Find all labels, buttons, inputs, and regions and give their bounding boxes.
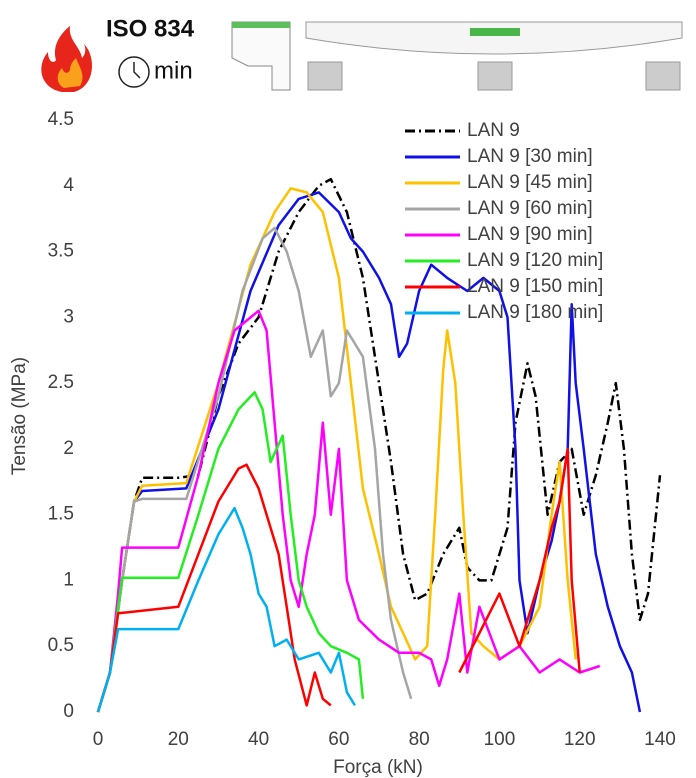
legend-label: LAN 9 [120 min] [467,250,603,271]
slab-icon [305,21,683,55]
x-tick-label: 140 [644,729,676,750]
support [645,61,681,91]
fire-inner [57,58,83,88]
y-tick-label: 0.5 [48,635,74,656]
slab-zone [470,28,520,36]
y-tick-label: 2 [63,438,74,459]
y-tick-label: 3 [63,306,74,327]
y-tick-label: 4.5 [48,109,74,130]
section-top [232,22,290,28]
x-tick-label: 120 [564,729,596,750]
series-line [96,177,662,713]
x-tick-label: 80 [409,729,430,750]
header-icons [41,21,683,92]
series-line [96,309,601,713]
legend-label: LAN 9 [45 min] [467,172,593,193]
y-tick-label: 1 [63,569,74,590]
x-axis-label: Força (kN) [333,757,423,778]
clock-icon [118,56,150,88]
legend-label: LAN 9 [90 min] [467,224,593,245]
legend-label: LAN 9 [60 min] [467,198,593,219]
legend-label: LAN 9 [30 min] [467,146,593,167]
series-line [96,226,413,713]
header-title: ISO 834 [106,15,195,42]
support [307,61,343,91]
y-tick-label: 4 [63,175,74,196]
support [477,61,513,91]
section-icon [231,21,291,91]
series-line [96,191,642,713]
y-tick-label: 1.5 [48,504,74,525]
legend-label: LAN 9 [467,120,520,141]
legend-label: LAN 9 [150 min] [467,276,603,297]
series-line [96,447,581,713]
clock-hands [133,62,141,79]
y-tick-label: 3.5 [48,241,74,262]
x-tick-label: 60 [328,729,349,750]
y-tick-label: 2.5 [48,372,74,393]
y-tick-label: 0 [63,701,74,722]
series-line [96,506,356,713]
x-tick-label: 20 [168,729,189,750]
x-tick-label: 40 [248,729,269,750]
x-tick-label: 100 [484,729,516,750]
legend-label: LAN 9 [180 min] [467,302,603,323]
y-axis-label: Tensão (MPa) [9,357,30,475]
header-unit: min [154,57,193,84]
x-tick-label: 0 [93,729,104,750]
series-line [96,391,365,713]
